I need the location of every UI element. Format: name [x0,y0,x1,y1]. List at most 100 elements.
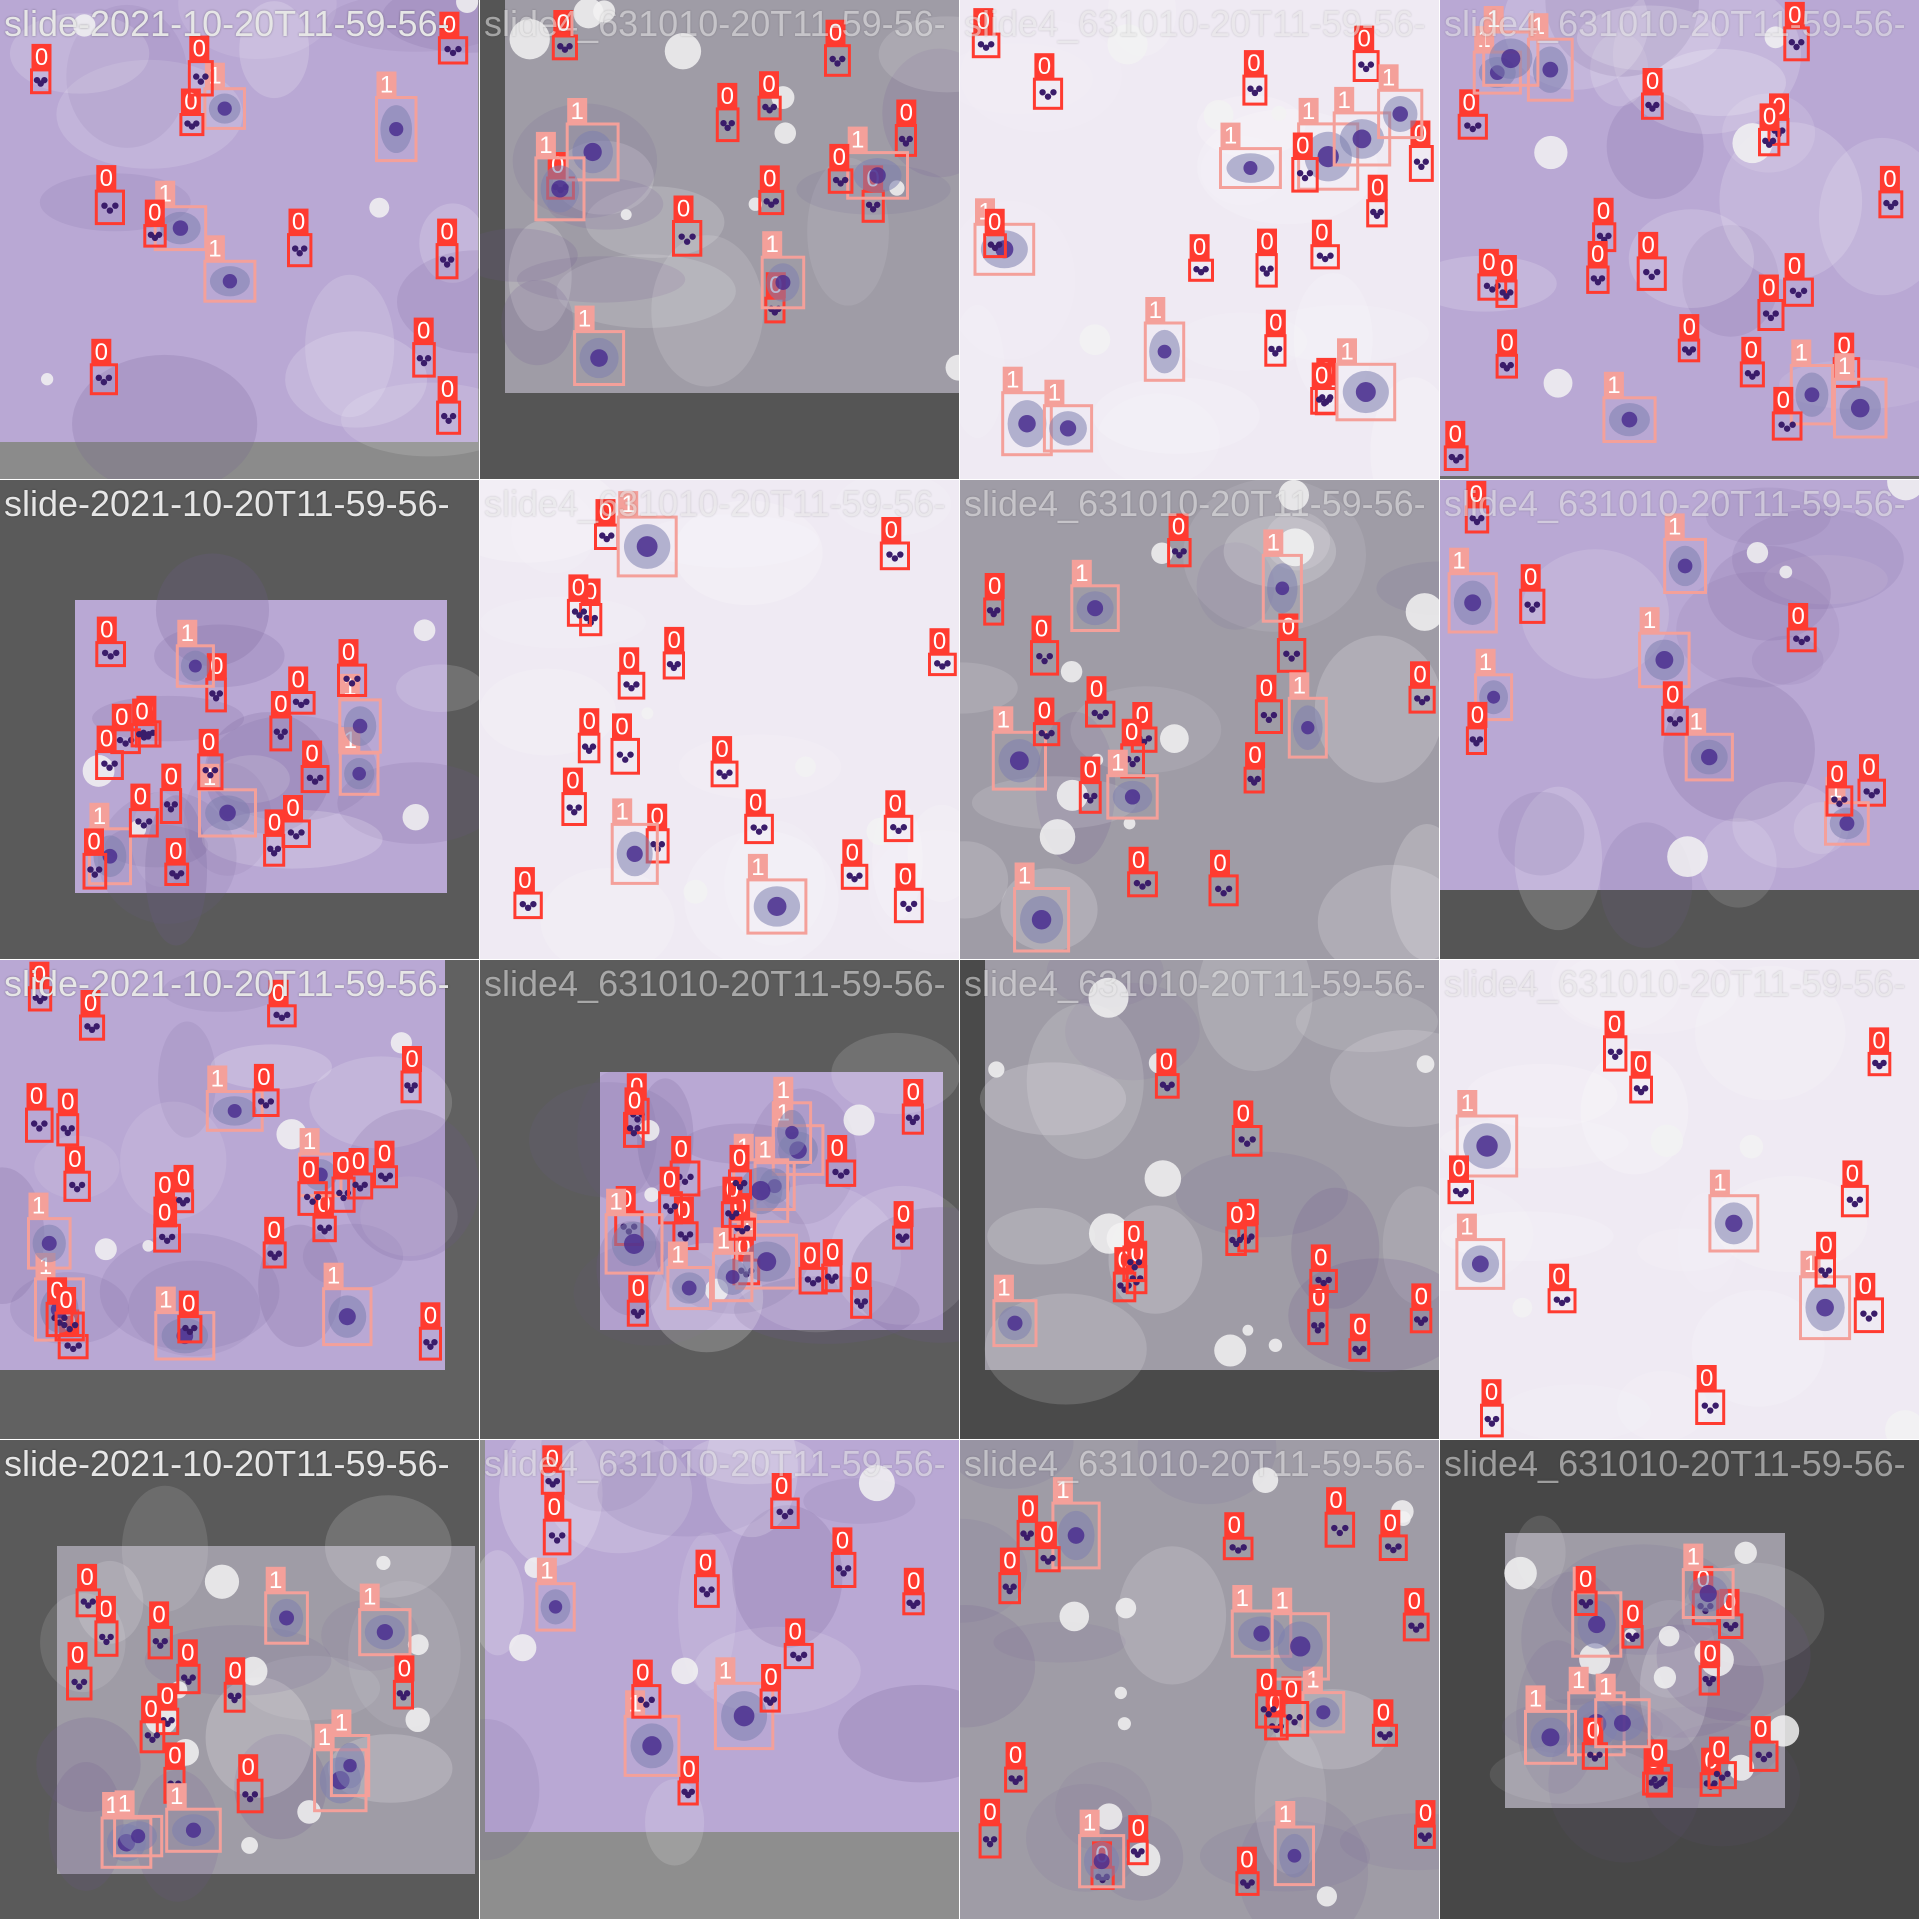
detection-box-class-0: 0 [172,1164,195,1214]
class-label: 0 [165,764,178,791]
class-label: 0 [623,647,636,674]
class-label: 0 [885,517,898,544]
class-label: 0 [1859,1273,1872,1300]
detection-box-class-0: 0 [1814,1231,1837,1288]
class-label: 0 [1762,275,1775,302]
mosaic-tile: 1 1 0 0 0 1 0 0 0 0 0 0 1 0 0 slide-2021-10-20T11-59-56… [0,0,480,480]
mosaic-tile: 0 1 0 0 1 1 0 0 0 0 0 1 0 0 slide4_631010-20T11-59-56- [1440,960,1920,1440]
class-label: 1 [1276,1588,1289,1615]
detection-box-class-1: 1 [1332,86,1392,167]
detection-box-class-1: 1 [1708,1169,1760,1253]
detection-box-class-0: 0 [1771,386,1803,441]
detection-box-class-1: 1 [713,1657,775,1751]
class-label: 0 [636,1660,649,1687]
slide-image: 1000010010001100010000000 [1440,0,1919,476]
class-label: 1 [1668,513,1681,540]
class-label: 0 [829,20,842,47]
detection-box-class-1: 1 [153,180,208,252]
class-label: 0 [405,1046,418,1073]
class-label: 0 [292,667,305,694]
detection-box-class-0: 0 [54,1287,85,1342]
detection-box-class-0: 0 [147,1601,173,1660]
class-label: 0 [84,990,97,1017]
class-label: 1 [628,1690,641,1717]
detection-box-class-0: 0 [128,783,159,838]
class-label: 0 [889,790,902,817]
class-label: 1 [159,1287,172,1314]
class-label: 0 [229,1657,242,1684]
class-label: 1 [1340,338,1353,365]
class-label: 0 [1482,249,1495,276]
class-label: 0 [1228,1512,1241,1539]
detection-box-class-0: 0 [1016,1495,1039,1551]
detection-box-class-1: 1 [1447,547,1498,634]
detection-box-class-0: 0 [840,839,869,890]
detection-box-class-1: 1 [1070,559,1120,633]
detection-box-class-0: 0 [1408,661,1436,714]
detection-box-class-0: 0 [153,1199,181,1253]
class-label: 1 [1236,1585,1249,1612]
class-label: 0 [1415,1283,1428,1310]
class-label: 0 [1003,1548,1016,1575]
class-label: 1 [1018,863,1031,890]
class-label: 1 [766,231,779,258]
detection-box-class-0: 0 [783,1618,814,1670]
class-label: 0 [1269,310,1282,337]
class-label: 0 [161,1683,174,1710]
detection-box-class-0: 0 [1853,1272,1884,1334]
detection-box-class-0: 0 [95,616,127,668]
class-label: 0 [100,726,113,753]
detection-box-class-0: 0 [1414,1800,1436,1849]
detection-box-class-0: 0 [1840,1160,1869,1218]
detection-box-class-0: 0 [551,10,579,61]
detection-box-class-0: 0 [1495,329,1518,379]
detection-box-class-0: 0 [631,1659,662,1719]
class-label: 0 [1777,387,1790,414]
detection-box-class-0: 0 [821,1239,843,1293]
class-label: 0 [1485,1379,1498,1406]
class-label: 0 [1419,1800,1432,1827]
slide-image: 0000001010101010 [480,0,959,393]
class-label: 1 [380,72,393,99]
mosaic-tile: 0 0 0 0 1 0 0 0 0 0 0 0 slide4_631010-20T11-59-56- [960,960,1440,1440]
detection-box-class-0: 0 [286,666,316,715]
detection-box-class-1: 1 [1106,749,1159,820]
class-label: 1 [609,1189,622,1216]
detection-box-class-0: 0 [1035,1521,1061,1573]
detection-box-class-1: 1 [27,1192,72,1270]
class-label: 0 [440,219,453,246]
detection-box-class-0: 0 [435,218,459,280]
detection-box-class-0: 0 [928,628,957,677]
tile-title: slide4_631010-20T11-59-56- [1444,1443,1906,1484]
class-label: 1 [335,1710,348,1737]
detection-box-class-0: 0 [971,8,1001,59]
detection-box-class-1: 1 [165,1783,222,1853]
detection-box-class-1: 1 [604,1188,664,1275]
detection-box-class-0: 0 [1264,309,1287,367]
detection-box-class-1: 1 [535,1557,576,1632]
detection-box-class-0: 0 [1078,756,1102,814]
class-label: 1 [751,854,764,881]
class-label: 0 [1449,421,1462,448]
class-label: 0 [1745,337,1758,364]
class-label: 0 [274,691,287,718]
detection-box-class-1: 1 [666,1241,712,1311]
class-label: 0 [1524,564,1537,591]
class-label: 0 [1038,53,1051,80]
detection-box-class-0: 0 [79,990,106,1041]
class-label: 0 [1471,702,1484,729]
detection-box-class-0: 0 [1878,165,1904,219]
mosaic-tile: 01001000101000100001000slide4_631010-20T… [960,1440,1440,1920]
class-label: 1 [578,306,591,333]
class-label: 1 [327,1263,340,1290]
detection-box-class-1: 1 [87,802,132,886]
detection-box-class-0: 0 [1698,1640,1721,1696]
detection-box-class-1: 1 [113,1790,164,1858]
class-label: 1 [1713,1170,1726,1197]
class-label: 0 [1296,133,1309,160]
detection-box-class-0: 0 [94,165,126,226]
